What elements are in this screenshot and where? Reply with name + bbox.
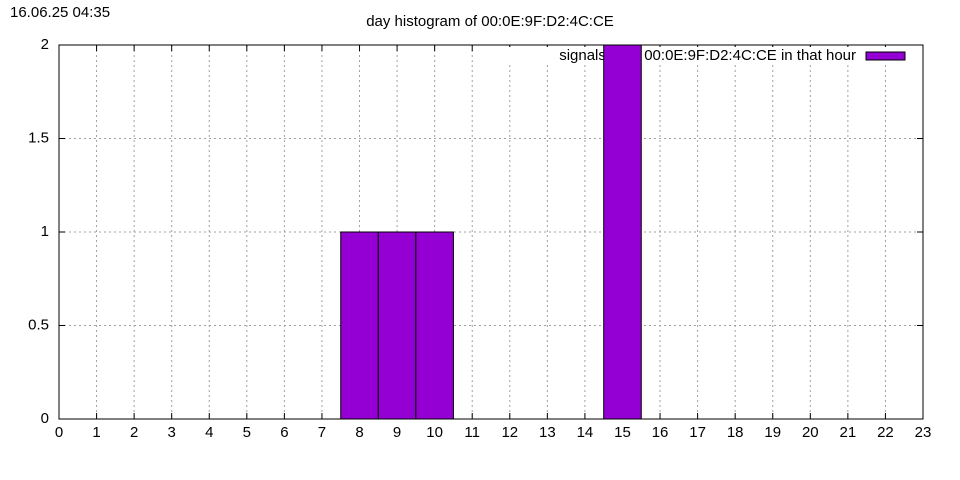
x-tick-label: 23: [915, 424, 932, 441]
y-tick-label: 1: [41, 223, 49, 240]
x-tick-label: 1: [92, 424, 100, 441]
y-tick-label: 2: [41, 36, 49, 53]
x-tick-label: 13: [539, 424, 556, 441]
y-tick-label: 1.5: [28, 129, 49, 146]
x-tick-label: 19: [764, 424, 781, 441]
bar: [415, 231, 454, 420]
x-tick-label: 7: [318, 424, 326, 441]
y-tick-label: 0.5: [28, 316, 49, 333]
chart-title: day histogram of 00:0E:9F:D2:4C:CE: [366, 13, 614, 30]
x-tick-label: 0: [55, 424, 63, 441]
x-tick-label: 15: [614, 424, 631, 441]
x-tick-label: 21: [840, 424, 857, 441]
x-tick-label: 22: [877, 424, 894, 441]
x-tick-label: 5: [243, 424, 251, 441]
x-tick-label: 16: [652, 424, 669, 441]
x-tick-label: 17: [689, 424, 706, 441]
x-tick-label: 10: [426, 424, 443, 441]
x-tick-label: 20: [802, 424, 819, 441]
x-tick-label: 12: [501, 424, 518, 441]
plot-frame: [58, 44, 924, 420]
bar: [377, 231, 417, 420]
x-tick-label: 11: [464, 424, 480, 441]
y-tick-label: 0: [41, 410, 49, 427]
x-tick-label: 18: [727, 424, 744, 441]
x-tick-label: 8: [355, 424, 363, 441]
x-tick-label: 14: [577, 424, 594, 441]
legend-swatch: [865, 51, 906, 61]
x-tick-label: 2: [130, 424, 138, 441]
x-tick-label: 6: [280, 424, 288, 441]
x-tick-label: 3: [168, 424, 176, 441]
x-tick-label: 9: [393, 424, 401, 441]
timestamp: 16.06.25 04:35: [10, 4, 110, 21]
x-tick-label: 4: [205, 424, 213, 441]
bar: [603, 44, 642, 420]
bar: [340, 231, 379, 420]
